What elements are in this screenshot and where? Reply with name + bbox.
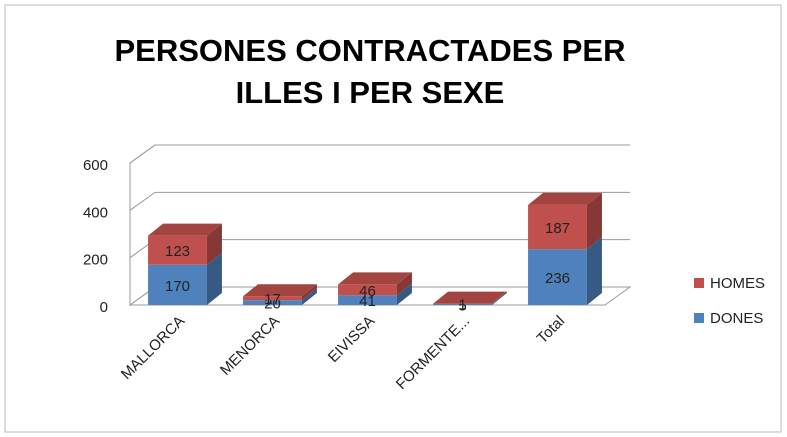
bar-side: [206, 252, 222, 305]
grid-line: [129, 144, 630, 164]
legend-label: HOMES: [710, 275, 765, 292]
bar: [528, 249, 587, 305]
y-tick-label: 0: [100, 299, 108, 316]
data-label: 17: [264, 291, 281, 308]
legend-label: DONES: [710, 310, 763, 327]
bar-top: [528, 192, 602, 205]
bar-top: [148, 223, 222, 236]
bar: [243, 300, 302, 305]
x-tick-label: EIVISSA: [325, 313, 378, 366]
y-tick-label: 200: [83, 252, 108, 269]
bar-top: [433, 291, 507, 304]
x-tick-label: FORMENTE...: [393, 313, 473, 393]
data-label: 1: [458, 297, 466, 314]
legend-swatch: [694, 313, 704, 323]
bar-side: [491, 291, 507, 305]
grid-line: [129, 191, 630, 211]
data-label: 123: [165, 243, 190, 260]
bar: [148, 235, 207, 265]
bar-side: [586, 237, 602, 305]
bar-side: [396, 283, 412, 305]
y-tick-label: 600: [83, 157, 108, 174]
bar-side: [206, 223, 222, 265]
bar: [243, 296, 302, 301]
chart-title: PERSONES CONTRACTADES PER ILLES I PER SE…: [114, 33, 626, 110]
bar-side: [491, 291, 507, 304]
frame: [4, 4, 782, 433]
bar: [528, 204, 587, 250]
data-label: 170: [165, 278, 190, 295]
bar-side: [301, 288, 317, 305]
x-tick-label: Total: [534, 313, 568, 347]
x-tick-label: MENORCA: [217, 313, 283, 379]
data-label: 46: [359, 283, 376, 300]
bar: [338, 284, 397, 296]
y-tick-label: 400: [83, 204, 108, 221]
bar: [433, 303, 492, 305]
bar-top: [338, 272, 412, 285]
bar-side: [586, 192, 602, 250]
bar-side: [301, 284, 317, 301]
bar-side: [396, 272, 412, 296]
bar: [338, 295, 397, 305]
x-tick-label: MALLORCA: [118, 313, 188, 383]
data-label: 41: [359, 293, 376, 310]
bar: [148, 264, 207, 305]
legend-swatch: [694, 278, 704, 288]
data-label: 236: [545, 270, 570, 287]
bar-top: [243, 284, 317, 297]
data-label: 187: [545, 220, 570, 237]
data-label: 5: [458, 297, 466, 314]
